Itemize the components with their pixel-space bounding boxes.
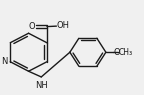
Text: O: O: [29, 22, 35, 31]
Text: NH: NH: [35, 81, 48, 90]
Text: CH₃: CH₃: [119, 48, 133, 57]
Text: N: N: [1, 57, 8, 66]
Text: O: O: [114, 48, 120, 57]
Text: OH: OH: [57, 21, 70, 30]
